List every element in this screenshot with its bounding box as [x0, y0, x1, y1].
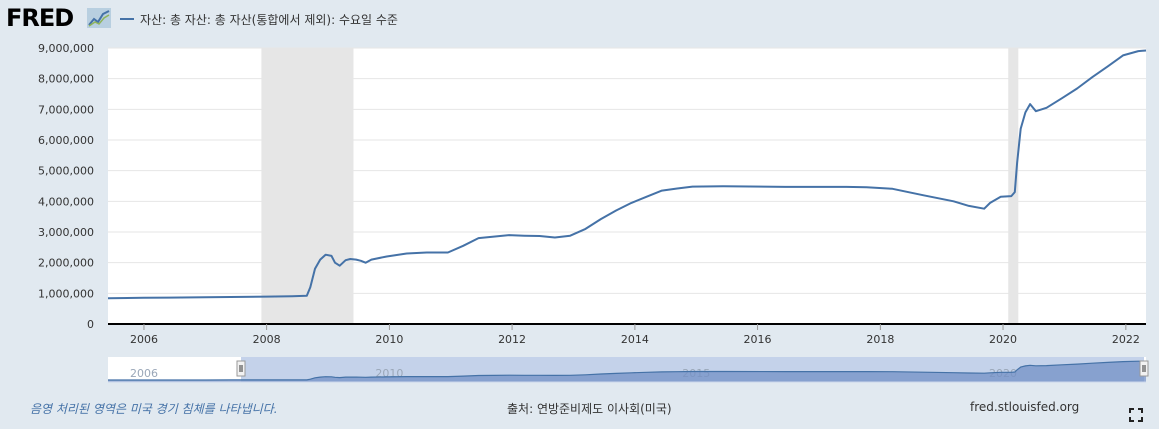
grip-handle-icon[interactable]: [236, 360, 246, 377]
y-tick-label: 6,000,000: [38, 134, 94, 147]
x-tick-label: 2016: [744, 333, 772, 346]
x-tick-label: 2010: [375, 333, 403, 346]
fred-logo-graph-icon[interactable]: [87, 8, 111, 28]
x-tick-label: 2012: [498, 333, 526, 346]
site-link[interactable]: fred.stlouisfed.org: [970, 400, 1080, 414]
recession-band: [261, 48, 354, 324]
legend-series-swatch: [120, 18, 134, 20]
chart-header: FRED 자산: 총 자산: 총 자산(통합에서 제외): 수요일 수준: [0, 0, 1159, 40]
fullscreen-icon[interactable]: [1129, 408, 1143, 422]
axes: 0 1,000,000 2,000,000 3,000,000 4,000,000 5,0…: [38, 42, 1146, 346]
y-tick-label: 5,000,000: [38, 165, 94, 178]
series-line[interactable]: [107, 49, 1147, 300]
navigator-series-line: [108, 360, 1146, 381]
fred-logo[interactable]: FRED: [6, 4, 74, 32]
x-tick-label: 2008: [253, 333, 281, 346]
source-text: 출처: 연방준비제도 이사회(미국): [507, 402, 672, 416]
legend[interactable]: 자산: 총 자산: 총 자산(통합에서 제외): 수요일 수준: [120, 10, 398, 28]
grip-handle-icon[interactable]: [1139, 360, 1149, 377]
y-tick-label: 7,000,000: [38, 103, 94, 116]
x-tick-label: 2022: [1112, 333, 1140, 346]
legend-series-label: 자산: 총 자산: 총 자산(통합에서 제외): 수요일 수준: [140, 12, 398, 27]
navigator-series-area: [108, 361, 1146, 382]
x-tick-label: 2018: [866, 333, 894, 346]
y-tick-label: 9,000,000: [38, 42, 94, 55]
navigator-tick-label: 2006: [130, 367, 158, 380]
y-tick-label: 0: [87, 318, 94, 331]
x-tick-label: 2006: [130, 333, 158, 346]
x-tick-label: 2020: [989, 333, 1017, 346]
y-tick-label: 8,000,000: [38, 73, 94, 86]
y-tick-label: 4,000,000: [38, 195, 94, 208]
y-tick-label: 3,000,000: [38, 226, 94, 239]
series-line-path[interactable]: [107, 49, 1147, 300]
x-tick-label: 2014: [621, 333, 649, 346]
recession-band: [1008, 48, 1019, 324]
main-chart[interactable]: 0 1,000,000 2,000,000 3,000,000 4,000,000 5,0…: [0, 38, 1159, 348]
recession-note: 음영 처리된 영역은 미국 경기 침체를 나타냅니다.: [30, 402, 278, 416]
recession-bands: [261, 48, 1019, 324]
y-tick-label: 2,000,000: [38, 257, 94, 270]
y-tick-label: 1,000,000: [38, 287, 94, 300]
range-navigator[interactable]: 2006201020152020: [0, 355, 1159, 385]
